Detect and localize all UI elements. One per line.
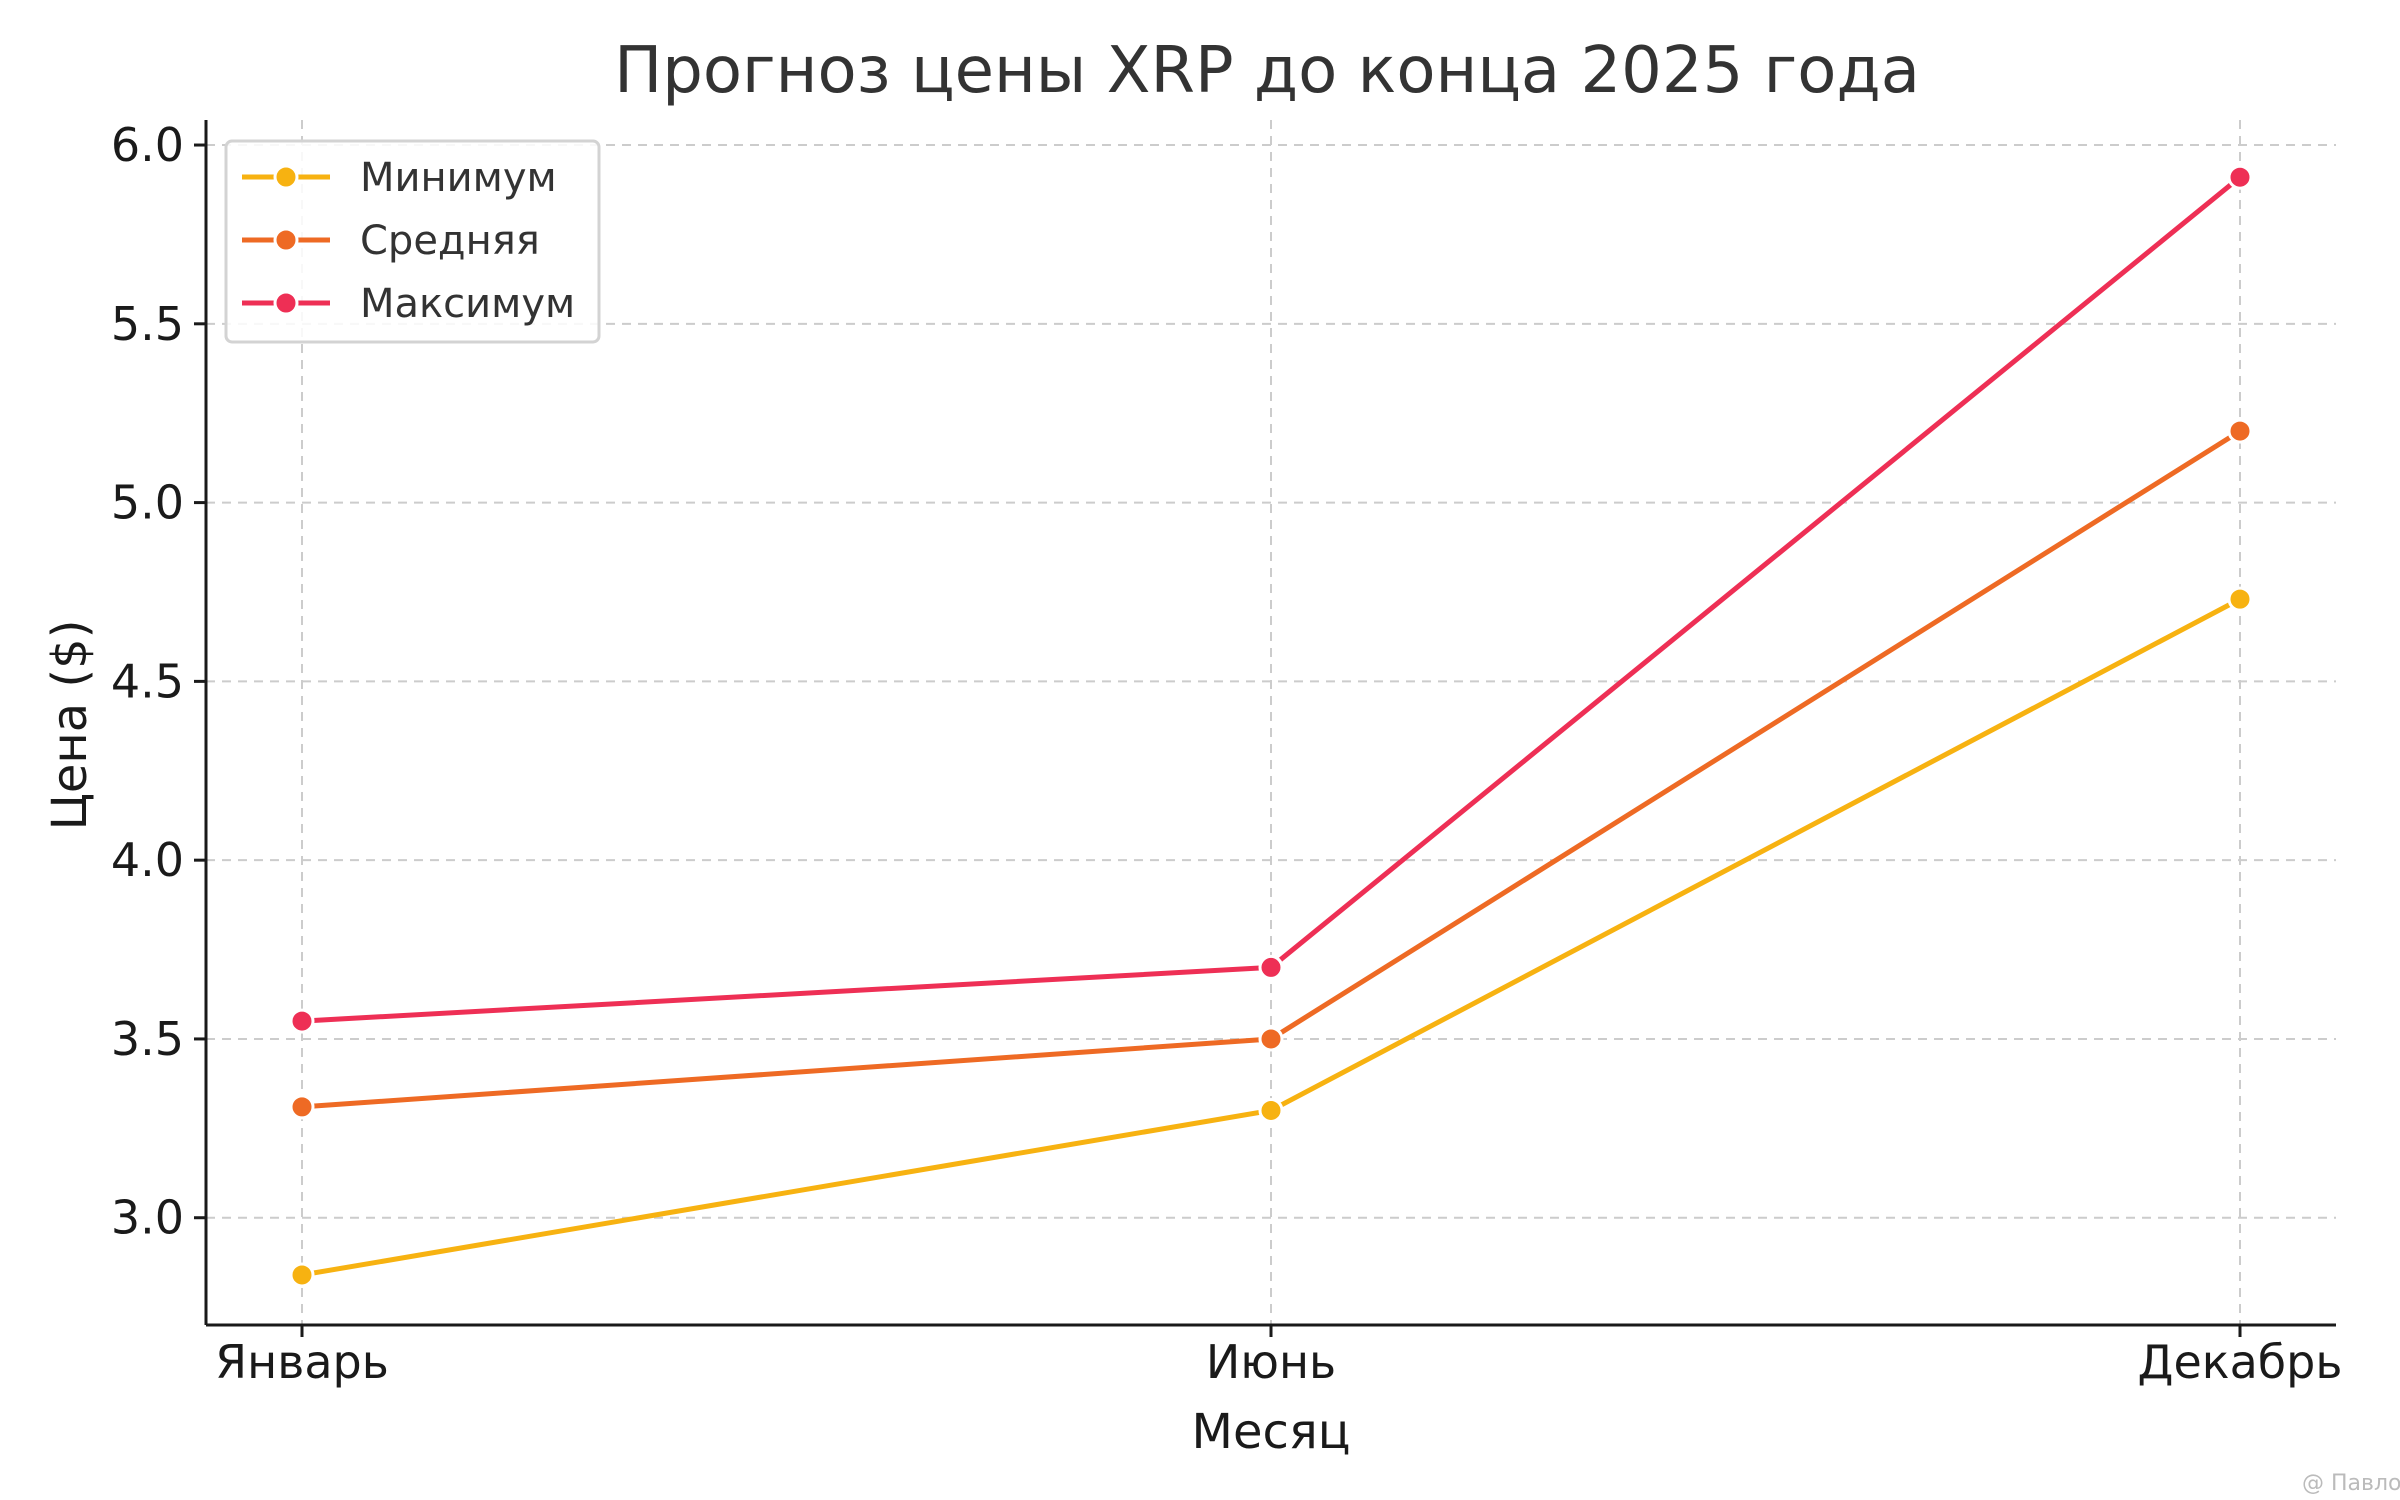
chart-title: Прогноз цены XRP до конца 2025 года [614, 34, 1920, 108]
watermark: @ Павло [2302, 1471, 2400, 1496]
x-axis-label: Месяц [1192, 1404, 1351, 1460]
data-point-2-1 [289, 1094, 315, 1120]
data-point-3-2 [1258, 954, 1284, 980]
legend: Минимум Средняя Максимум [224, 139, 601, 344]
legend-marker-1 [273, 164, 299, 190]
data-point-2-3 [2227, 418, 2253, 444]
data-point-1-2 [1258, 1097, 1284, 1123]
legend-label-1: Минимум [360, 155, 557, 201]
legend-label-2: Средняя [360, 218, 540, 264]
y-tick-label: 3.5 [111, 1012, 184, 1066]
legend-frame [224, 139, 601, 344]
series-layer [289, 164, 2253, 1288]
y-tick-label: 5.5 [111, 297, 184, 351]
y-tick-label: 4.0 [111, 833, 184, 887]
data-point-2-2 [1258, 1026, 1284, 1052]
y-tick-label: 3.0 [111, 1191, 184, 1245]
data-point-1-3 [2227, 586, 2253, 612]
x-tick-label: Июнь [1206, 1335, 1336, 1389]
x-tick-label: Январь [215, 1335, 389, 1389]
x-tick-label: Декабрь [2138, 1335, 2343, 1389]
legend-marker-2 [273, 227, 299, 253]
data-point-3-3 [2227, 164, 2253, 190]
y-axis-label: Цена ($) [42, 620, 98, 831]
data-point-1-1 [289, 1262, 315, 1288]
legend-label-3: Максимум [360, 281, 575, 327]
data-point-3-1 [289, 1008, 315, 1034]
legend-marker-3 [273, 290, 299, 316]
y-tick-label: 6.0 [111, 118, 184, 172]
y-tick-label: 5.0 [111, 476, 184, 530]
y-tick-label: 4.5 [111, 654, 184, 708]
tick-layer: 3.0 3.5 4.0 4.5 5.0 5.5 6.0 Январь Июнь Декабрь [111, 118, 2343, 1389]
